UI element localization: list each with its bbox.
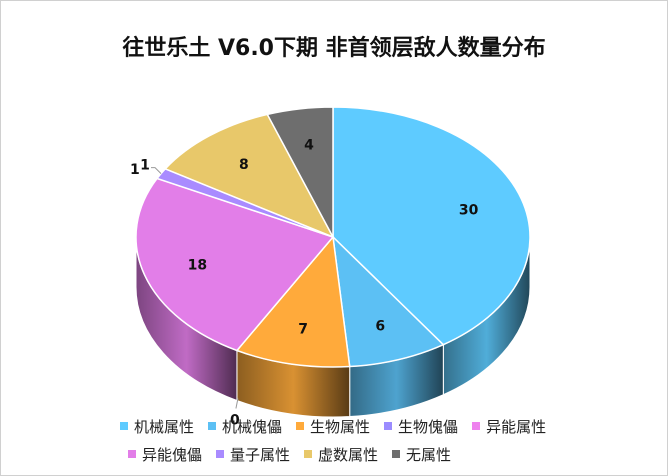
data-label: 18 xyxy=(188,257,207,273)
data-label: 7 xyxy=(298,321,308,337)
pie-slice-异能傀儡 xyxy=(135,177,335,352)
legend-swatch xyxy=(128,450,136,458)
legend-item: 生物属性 xyxy=(296,416,370,437)
data-label: 30 xyxy=(459,203,479,219)
legend-label: 无属性 xyxy=(406,445,452,464)
legend-item: 无属性 xyxy=(392,444,451,465)
legend-item: 异能属性 xyxy=(472,416,546,437)
legend-swatch xyxy=(304,450,313,458)
chart-legend: 机械属性 机械傀儡 生物属性 生物傀儡 异能属性异能傀儡 量子属性 虚数属性 无属性 xyxy=(120,412,590,468)
legend-swatch xyxy=(472,422,481,430)
chart-title: 往世乐土 V6.0下期 非首领层敌人数量分布 xyxy=(122,36,546,61)
data-label: 1 xyxy=(140,158,150,174)
data-label: 0 xyxy=(230,412,240,428)
legend-swatch xyxy=(216,450,225,458)
legend-label: 量子属性 xyxy=(230,445,291,464)
legend-row: 异能傀儡 量子属性 虚数属性 无属性 xyxy=(128,440,590,468)
legend-item: 异能傀儡 xyxy=(128,444,202,465)
data-label: 4 xyxy=(304,138,314,154)
legend-item: 虚数属性 xyxy=(304,444,378,465)
legend-label: 机械傀儡 xyxy=(222,417,283,436)
pie-slice-无属性 xyxy=(266,106,334,238)
data-label: 1 xyxy=(130,162,140,178)
data-label: 8 xyxy=(239,157,249,173)
legend-label: 生物傀儡 xyxy=(398,417,459,436)
pie-slice-机械属性 xyxy=(332,106,531,346)
pie-slice-生物属性 xyxy=(235,235,351,368)
legend-swatch xyxy=(296,422,305,430)
legend-item: 量子属性 xyxy=(216,444,290,465)
legend-item: 机械属性 xyxy=(120,416,194,437)
legend-label: 异能傀儡 xyxy=(142,445,203,464)
legend-row: 机械属性 机械傀儡 生物属性 生物傀儡 异能属性 xyxy=(120,412,590,440)
pie-slice-虚数属性 xyxy=(163,113,335,239)
leader-line xyxy=(235,398,239,409)
legend-swatch xyxy=(384,422,393,430)
legend-label: 生物属性 xyxy=(310,417,371,436)
legend-label: 异能属性 xyxy=(486,417,547,436)
legend-swatch xyxy=(208,422,217,430)
legend-label: 机械属性 xyxy=(134,417,195,436)
legend-item: 生物傀儡 xyxy=(384,416,458,437)
leader-line xyxy=(151,167,162,174)
legend-item: 机械傀儡 xyxy=(208,416,282,437)
legend-swatch xyxy=(392,450,401,458)
legend-label: 虚数属性 xyxy=(318,445,379,464)
data-label: 6 xyxy=(375,318,385,334)
pie-slice-机械傀儡 xyxy=(331,234,445,368)
legend-swatch xyxy=(120,422,128,430)
